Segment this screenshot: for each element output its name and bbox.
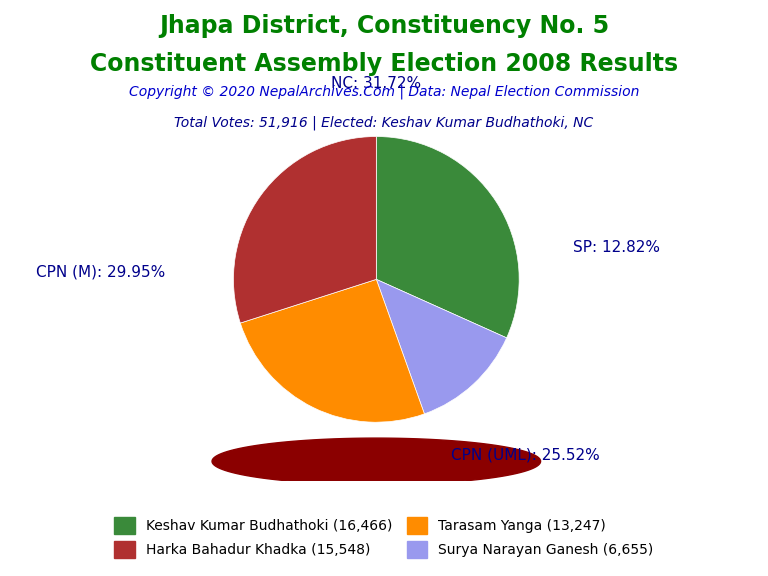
Text: Constituent Assembly Election 2008 Results: Constituent Assembly Election 2008 Resul…: [90, 52, 678, 76]
Polygon shape: [212, 438, 541, 484]
Text: Copyright © 2020 NepalArchives.Com | Data: Nepal Election Commission: Copyright © 2020 NepalArchives.Com | Dat…: [129, 85, 639, 99]
Text: Jhapa District, Constituency No. 5: Jhapa District, Constituency No. 5: [159, 14, 609, 39]
Text: NC: 31.72%: NC: 31.72%: [331, 76, 422, 91]
Wedge shape: [233, 137, 376, 323]
Text: CPN (UML): 25.52%: CPN (UML): 25.52%: [451, 448, 599, 463]
Legend: Keshav Kumar Budhathoki (16,466), Harka Bahadur Khadka (15,548), Tarasam Yanga (: Keshav Kumar Budhathoki (16,466), Harka …: [109, 511, 659, 563]
Wedge shape: [376, 137, 519, 338]
Wedge shape: [240, 279, 425, 422]
Text: Total Votes: 51,916 | Elected: Keshav Kumar Budhathoki, NC: Total Votes: 51,916 | Elected: Keshav Ku…: [174, 115, 594, 130]
Wedge shape: [376, 279, 507, 414]
Text: SP: 12.82%: SP: 12.82%: [574, 240, 660, 255]
Text: CPN (M): 29.95%: CPN (M): 29.95%: [35, 265, 165, 280]
